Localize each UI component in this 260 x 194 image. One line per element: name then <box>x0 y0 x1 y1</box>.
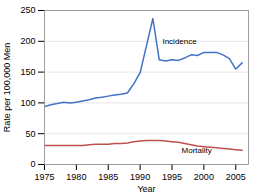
svg-text:1975: 1975 <box>34 172 54 182</box>
svg-text:50: 50 <box>25 129 35 139</box>
svg-text:1990: 1990 <box>130 172 150 182</box>
svg-text:2005: 2005 <box>226 172 246 182</box>
svg-text:200: 200 <box>20 36 35 46</box>
svg-text:1985: 1985 <box>98 172 118 182</box>
svg-text:2000: 2000 <box>194 172 214 182</box>
svg-text:Incidence: Incidence <box>162 37 197 46</box>
svg-text:0: 0 <box>30 159 35 169</box>
svg-text:Year: Year <box>137 184 155 194</box>
svg-text:Rate per 100,000 Men: Rate per 100,000 Men <box>2 43 12 133</box>
svg-text:1980: 1980 <box>66 172 86 182</box>
svg-text:Mortality: Mortality <box>182 146 212 155</box>
svg-text:100: 100 <box>20 98 35 108</box>
svg-text:250: 250 <box>20 5 35 15</box>
svg-text:150: 150 <box>20 67 35 77</box>
svg-text:1995: 1995 <box>162 172 182 182</box>
